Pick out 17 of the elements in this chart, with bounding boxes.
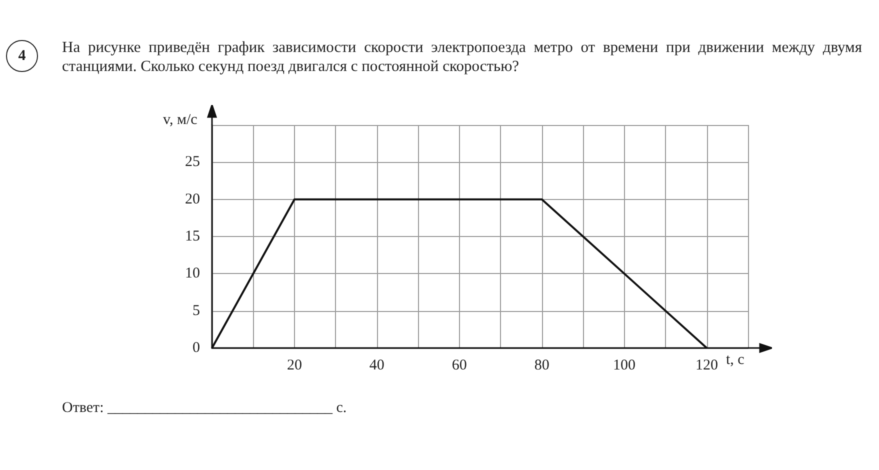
chart-title: На рисунке приведён график зависимости скорости электропоезда метро от времени при движении между двумя станциями. Сколько секунд поезд двигался с постоянной скоростью? xyxy=(62,38,862,76)
x-tick-label: 100 xyxy=(613,358,636,374)
number-circle: 4 xyxy=(6,40,38,72)
x-tick-label: 40 xyxy=(369,358,384,374)
x-tick-label: 80 xyxy=(534,358,550,374)
x-axis-title: t, с xyxy=(726,352,744,369)
x-tick-label: 120 xyxy=(696,358,718,374)
y-tick-label: 25 xyxy=(185,154,200,170)
y-tick-label: 0 xyxy=(192,340,200,356)
x-tick-label: 20 xyxy=(286,358,302,374)
y-axis-title: v, м/с xyxy=(163,112,198,129)
y-tick-label: 5 xyxy=(192,302,200,319)
x-tick-label: 60 xyxy=(452,358,467,374)
y-tick-label: 15 xyxy=(185,228,200,244)
y-tick-label: 10 xyxy=(185,266,200,282)
y-tick-label: 20 xyxy=(185,191,200,208)
text: Ответ: ______________________________ с. xyxy=(62,400,347,417)
